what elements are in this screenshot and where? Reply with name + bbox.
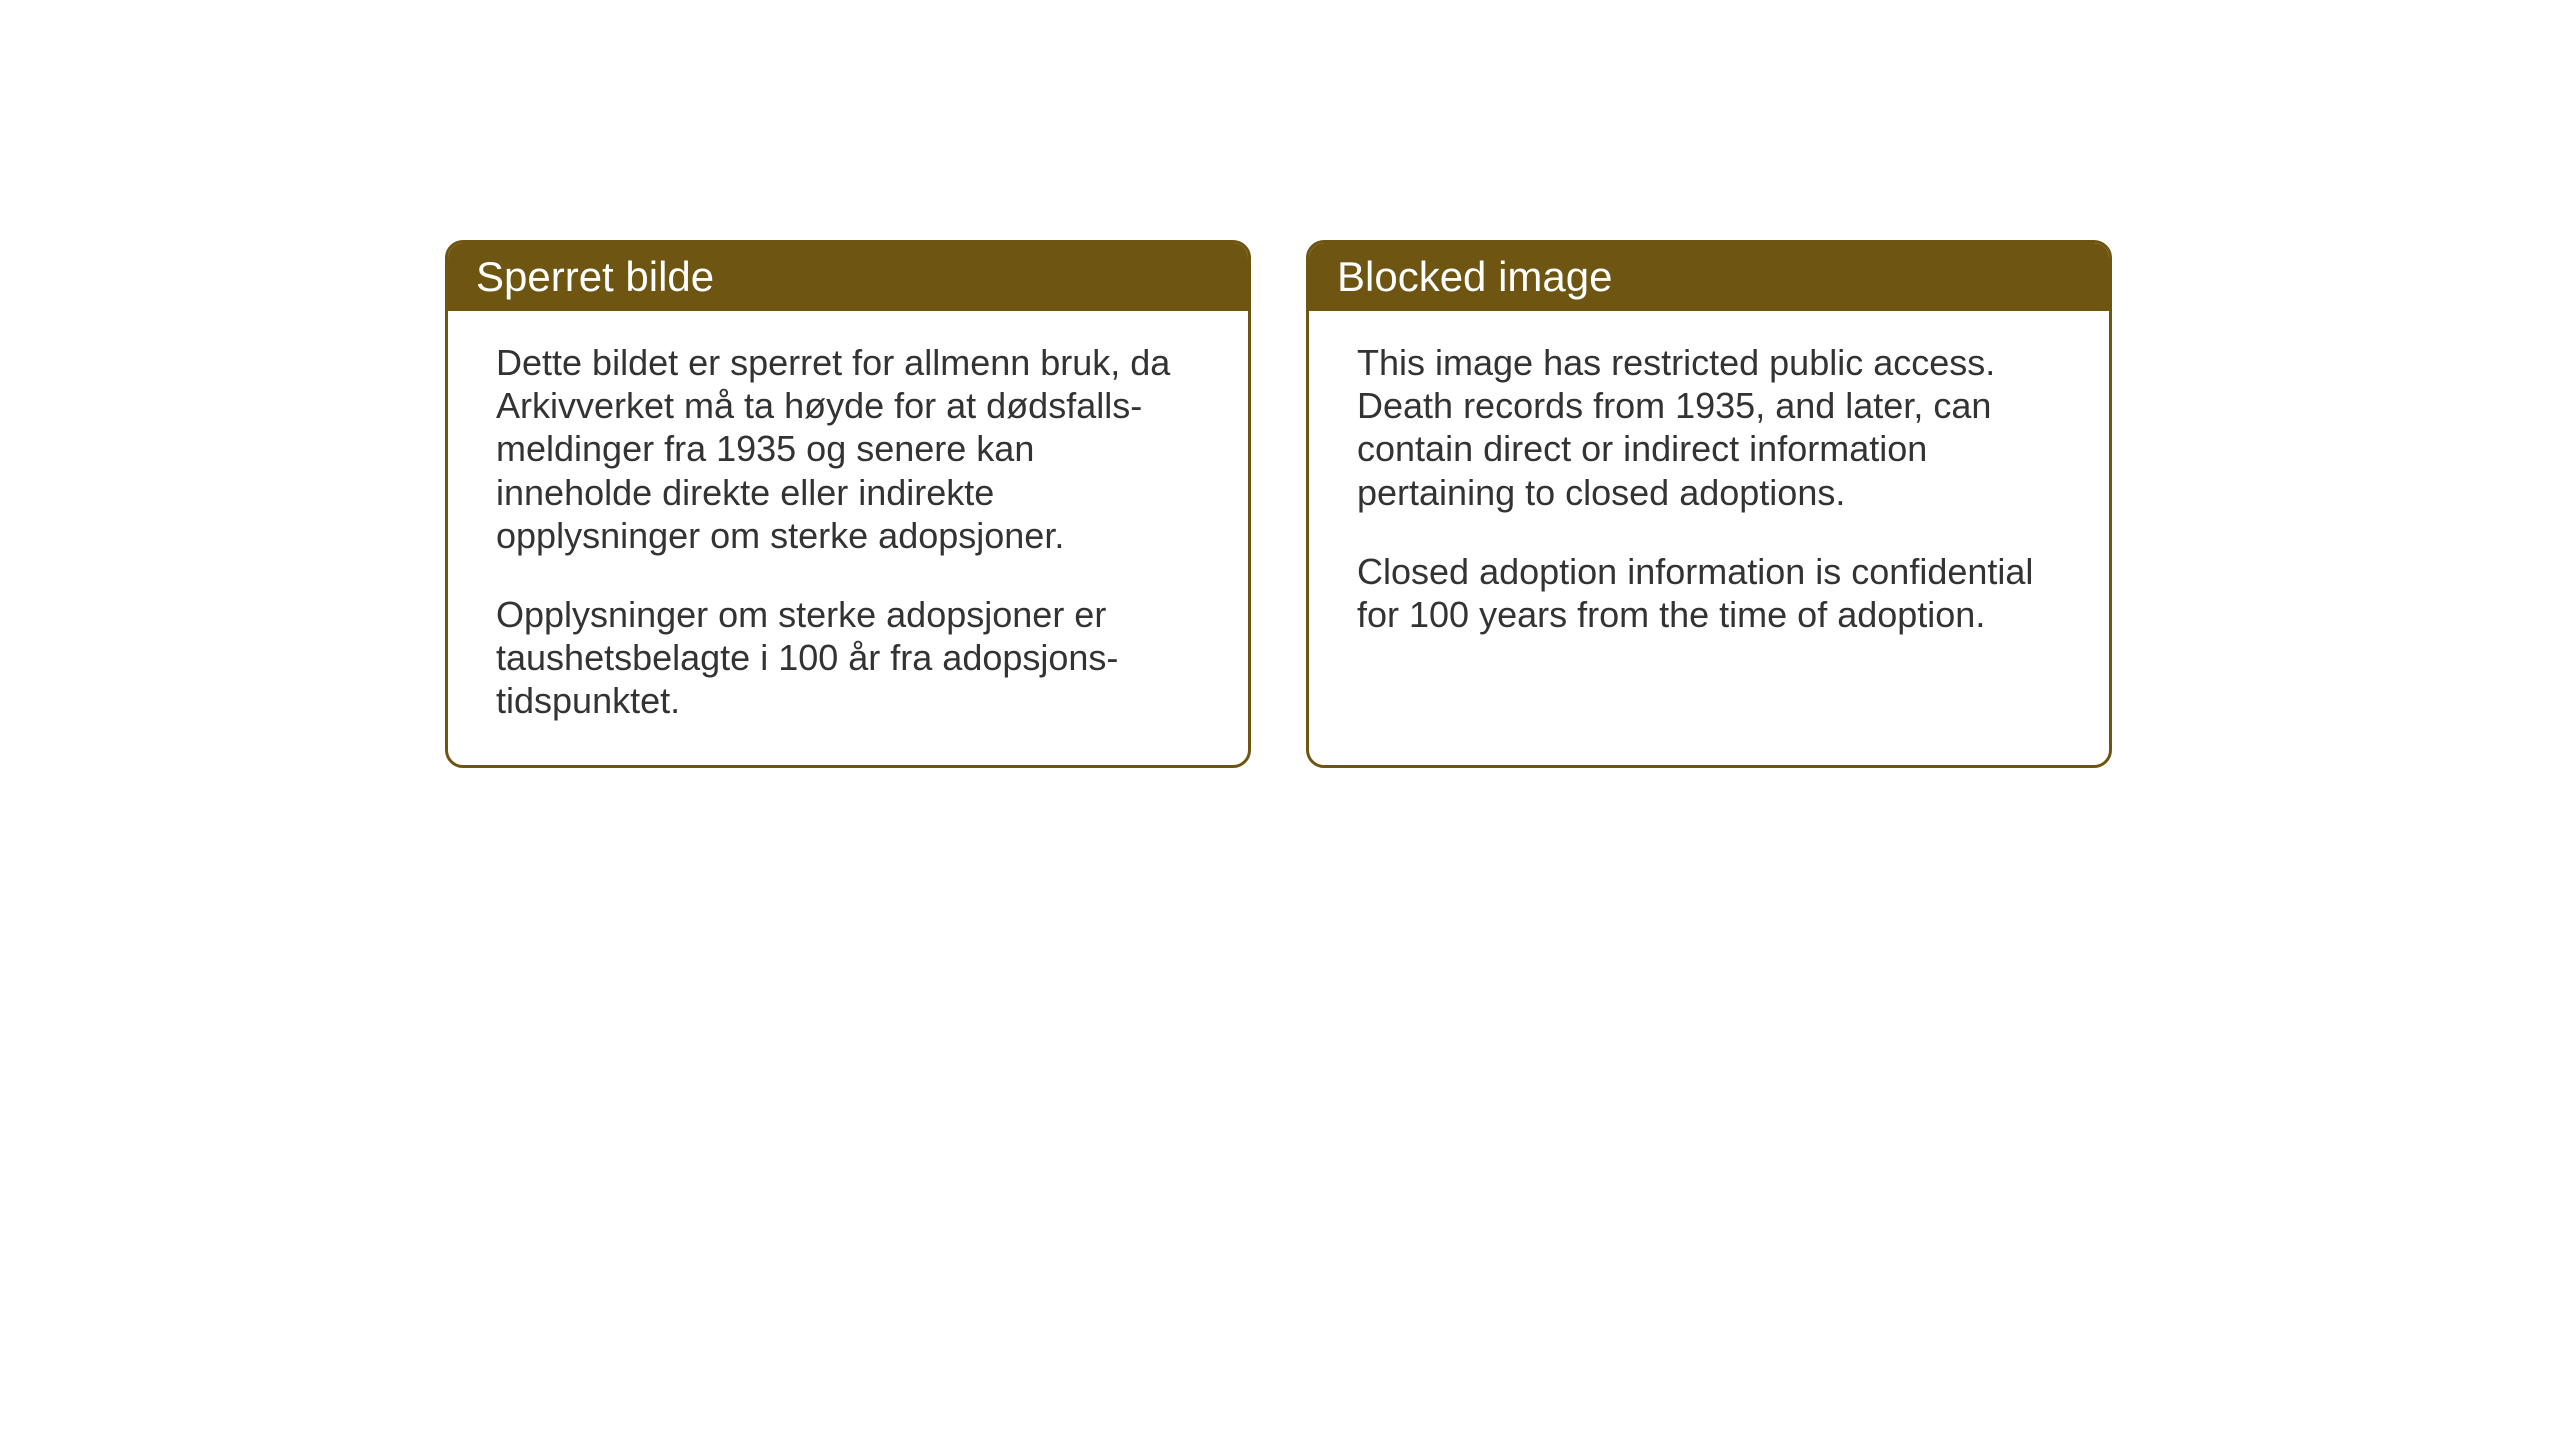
english-paragraph-2: Closed adoption information is confident… <box>1357 550 2061 636</box>
english-card-body: This image has restricted public access.… <box>1309 311 2109 678</box>
norwegian-paragraph-2: Opplysninger om sterke adopsjoner er tau… <box>496 593 1200 723</box>
norwegian-card-body: Dette bildet er sperret for allmenn bruk… <box>448 311 1248 765</box>
notice-container: Sperret bilde Dette bildet er sperret fo… <box>445 240 2112 768</box>
norwegian-paragraph-1: Dette bildet er sperret for allmenn bruk… <box>496 341 1200 557</box>
english-card-title: Blocked image <box>1309 243 2109 311</box>
english-card: Blocked image This image has restricted … <box>1306 240 2112 768</box>
norwegian-card: Sperret bilde Dette bildet er sperret fo… <box>445 240 1251 768</box>
norwegian-card-title: Sperret bilde <box>448 243 1248 311</box>
english-paragraph-1: This image has restricted public access.… <box>1357 341 2061 514</box>
